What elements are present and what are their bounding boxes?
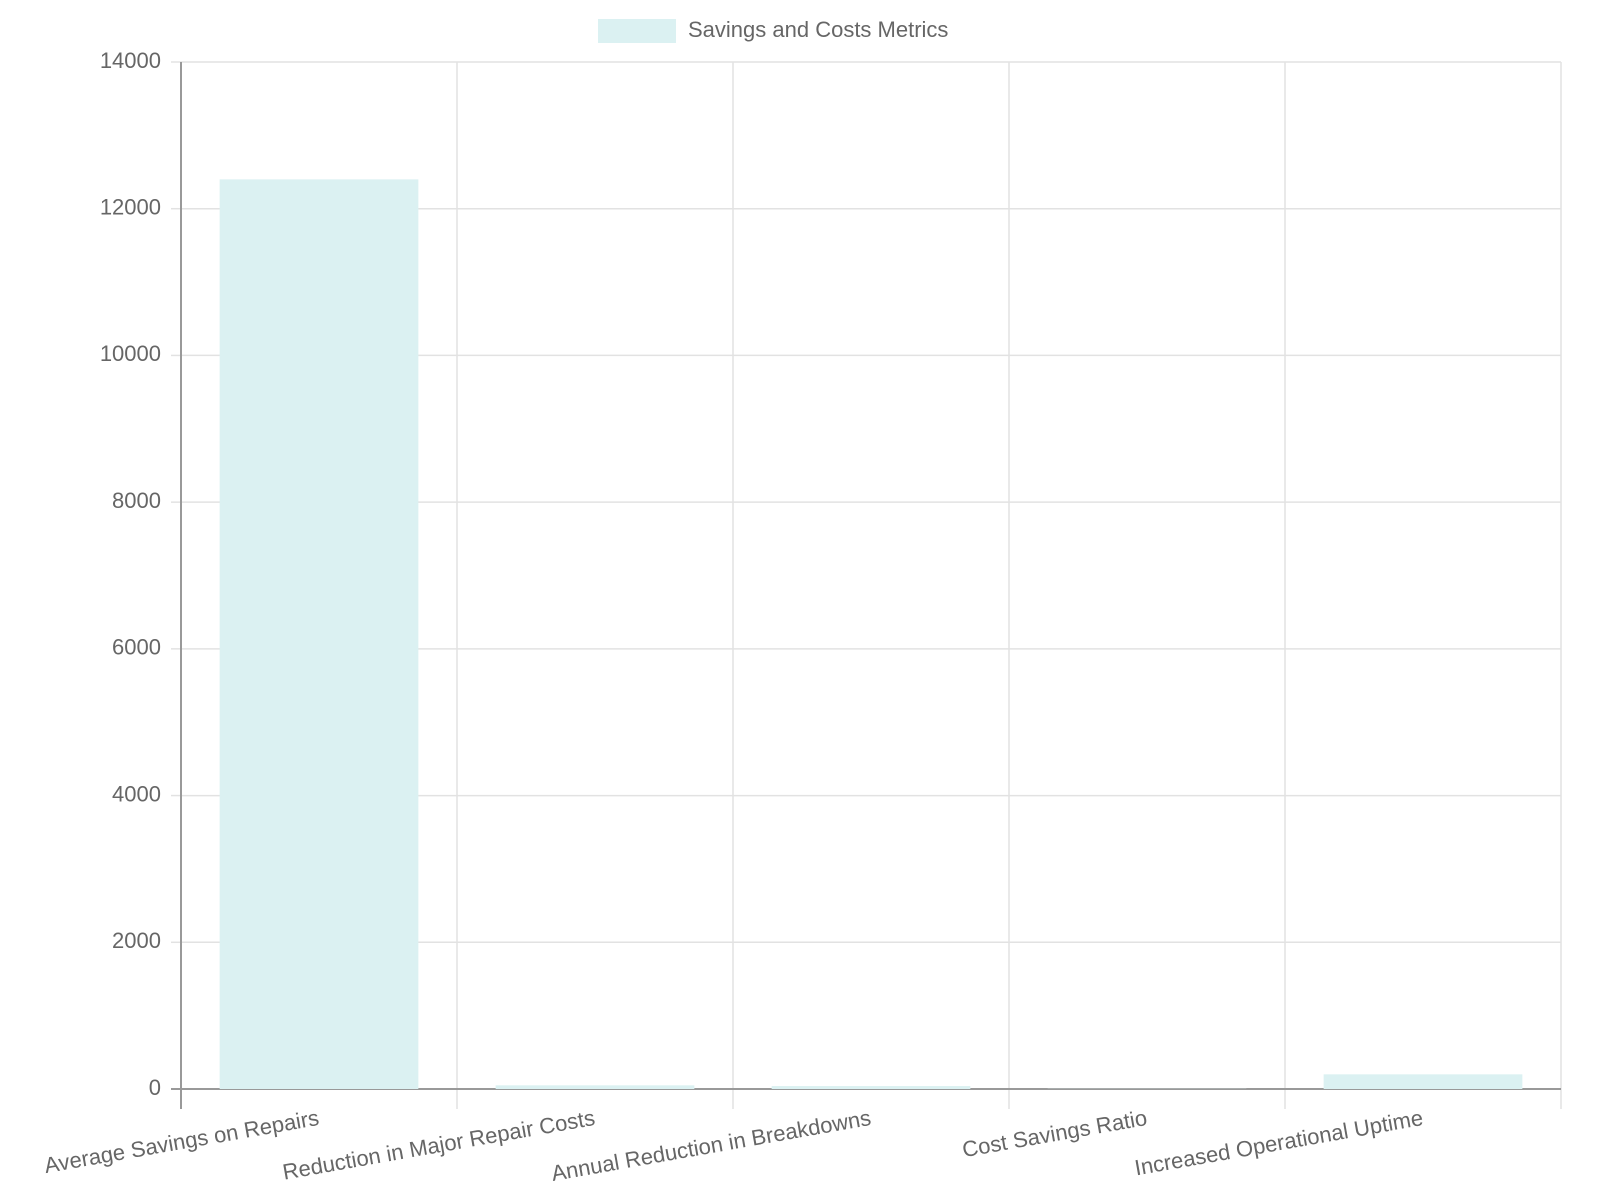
- legend-swatch: [598, 19, 676, 43]
- x-tick-label: Annual Reduction in Breakdowns: [549, 1105, 873, 1186]
- y-tick-label: 0: [149, 1075, 161, 1100]
- x-tick-label: Reduction in Major Repair Costs: [281, 1105, 597, 1185]
- bar: [771, 1086, 971, 1089]
- y-tick-label: 4000: [112, 781, 161, 806]
- y-tick-label: 8000: [112, 488, 161, 513]
- y-tick-label: 2000: [112, 928, 161, 953]
- x-tick-label: Average Savings on Repairs: [42, 1105, 321, 1178]
- bar: [495, 1085, 695, 1089]
- bar: [1323, 1074, 1523, 1089]
- y-tick-label: 10000: [100, 341, 161, 366]
- x-tick-label: Increased Operational Uptime: [1133, 1105, 1425, 1180]
- x-tick-label: Cost Savings Ratio: [960, 1105, 1149, 1162]
- y-tick-label: 6000: [112, 635, 161, 660]
- legend-label: Savings and Costs Metrics: [688, 17, 948, 42]
- bar: [219, 179, 419, 1089]
- y-tick-label: 12000: [100, 195, 161, 220]
- y-tick-label: 14000: [100, 48, 161, 73]
